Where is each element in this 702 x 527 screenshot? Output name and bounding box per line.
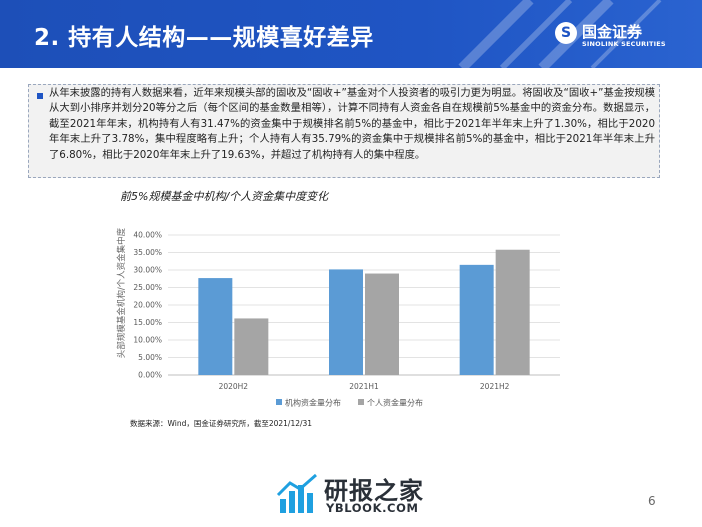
legend-label: 机构资金量分布: [285, 398, 341, 408]
summary-box: 从年末披露的持有人数据来看，近年来规模头部的固收及“固收+”基金对个人投资者的吸…: [28, 84, 660, 178]
summary-paragraph: 从年末披露的持有人数据来看，近年来规模头部的固收及“固收+”基金对个人投资者的吸…: [49, 87, 655, 161]
watermark-chart-icon: [276, 473, 317, 513]
company-logo: S 国金证券 SINOLINK SECURITIES: [555, 22, 695, 52]
y-tick-label: 35.00%: [133, 248, 162, 257]
y-axis-label: 头部规模基金机构/个人资金集中度: [116, 227, 127, 358]
chart-legend: 机构资金量分布 个人资金量分布: [276, 398, 423, 408]
x-axis-ticks: 2020H2 2021H1 2021H2: [219, 382, 510, 391]
watermark-text-en: YBLOOK.COM: [326, 501, 419, 515]
legend-label: 个人资金量分布: [367, 398, 423, 408]
slide-title: 2. 持有人结构——规模喜好差异: [34, 25, 374, 51]
y-tick-label: 40.00%: [133, 231, 162, 240]
bar-institution: [198, 278, 233, 375]
bar-individual: [234, 318, 269, 375]
watermark-text-cn: 研报之家: [324, 477, 424, 505]
legend-item: 机构资金量分布: [276, 398, 341, 408]
y-tick-label: 0.00%: [138, 371, 162, 380]
bar-institution: [459, 264, 494, 375]
bullet-icon: [37, 93, 43, 99]
chart-bars: [198, 249, 530, 375]
y-tick-label: 10.00%: [133, 336, 162, 345]
legend-swatch: [358, 399, 364, 405]
page-number: 6: [648, 494, 656, 508]
logo-mark-icon: S: [555, 22, 577, 44]
logo-name-cn: 国金证券: [582, 23, 643, 41]
x-tick-label: 2021H1: [349, 382, 379, 391]
chart-title: 前5%规模基金中机构/个人资金集中度变化: [120, 190, 329, 203]
y-axis-ticks: 0.00% 5.00% 10.00% 15.00% 20.00% 25.00% 30.00%…: [133, 231, 162, 380]
y-tick-label: 20.00%: [133, 301, 162, 310]
logo-name-en: SINOLINK SECURITIES: [582, 40, 666, 48]
chart-gridlines: [168, 234, 560, 376]
bar-individual: [365, 273, 399, 375]
x-tick-label: 2021H2: [480, 382, 510, 391]
bar-institution: [329, 269, 363, 375]
legend-swatch: [276, 399, 282, 405]
header-banner: 2. 持有人结构——规模喜好差异 S 国金证券 SINOLINK SECURIT…: [0, 0, 702, 68]
y-tick-label: 25.00%: [133, 283, 162, 292]
bar-individual: [495, 249, 530, 375]
watermark: 研报之家 YBLOOK.COM: [276, 473, 436, 521]
data-source-note: 数据来源：Wind，国金证券研究所，截至2021/12/31: [130, 419, 313, 428]
legend-item: 个人资金量分布: [358, 398, 423, 408]
bar-chart: 0.00% 5.00% 10.00% 15.00% 20.00% 25.00% 30.00%…: [116, 227, 560, 408]
y-tick-label: 5.00%: [138, 353, 162, 362]
x-tick-label: 2020H2: [219, 382, 249, 391]
y-tick-label: 30.00%: [133, 266, 162, 275]
y-tick-label: 15.00%: [133, 318, 162, 327]
